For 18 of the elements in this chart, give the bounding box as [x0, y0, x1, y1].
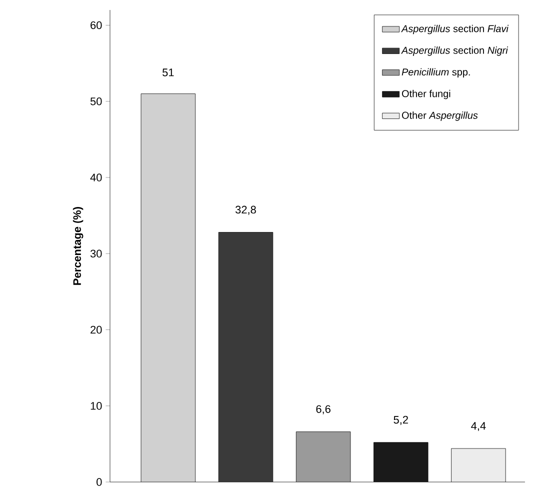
- y-tick-label: 0: [96, 478, 102, 486]
- legend-label: Other fungi: [402, 90, 450, 100]
- data-label: 6,6: [316, 405, 330, 414]
- legend-label: Aspergillus section Nigri: [401, 46, 508, 56]
- legend-label: Other Aspergillus: [402, 112, 478, 121]
- y-tick-label: 30: [90, 250, 102, 258]
- y-tick-label: 50: [90, 97, 102, 106]
- y-axis-title: Percentage (%): [72, 206, 84, 285]
- data-label: 32,8: [236, 206, 256, 215]
- y-tick-label: 60: [90, 21, 102, 30]
- y-tick-label: 20: [90, 326, 102, 334]
- legend-label: Aspergillus section Flavi: [401, 24, 509, 34]
- data-label: 4,4: [471, 422, 486, 432]
- legend-label: Penicillium spp.: [402, 68, 470, 78]
- data-label: 5,2: [394, 416, 408, 425]
- data-label: 51: [162, 68, 174, 76]
- y-tick-label: 10: [90, 402, 102, 410]
- y-tick-label: 40: [90, 174, 102, 182]
